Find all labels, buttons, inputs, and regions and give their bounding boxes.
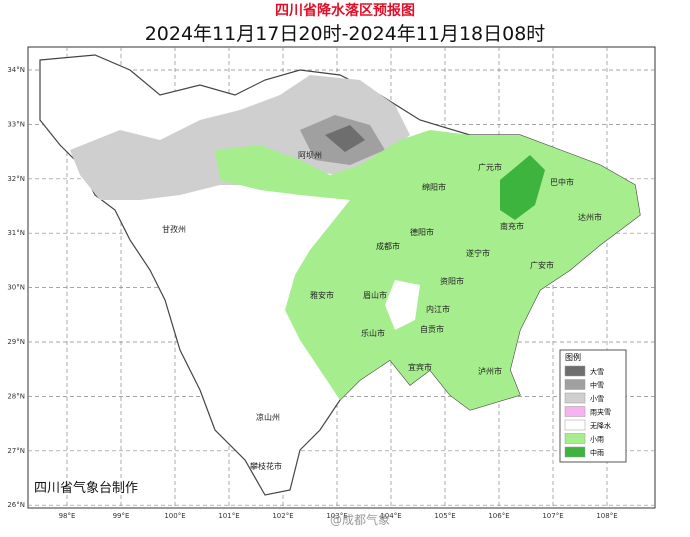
city-label: 遂宁市	[466, 248, 490, 258]
watermark: @成都气象	[330, 512, 390, 527]
subtitle: 2024年11月17日20时-2024年11月18日08时	[145, 23, 546, 45]
city-label: 凉山州	[256, 412, 280, 422]
legend-swatch	[564, 379, 586, 390]
cities: 阿坝州 广元市 巴中市 绵阳市 甘孜州 德阳市 南充市 达州市 成都市 遂宁市 …	[162, 151, 602, 471]
legend-swatch	[564, 392, 586, 404]
lat-label: 29°N	[7, 338, 25, 346]
lon-label: 100°E	[164, 512, 185, 520]
city-label: 甘孜州	[162, 224, 186, 234]
light-snow-area	[70, 75, 410, 200]
city-label: 德阳市	[410, 227, 434, 237]
lat-label: 31°N	[7, 229, 25, 237]
lat-label: 26°N	[7, 501, 25, 509]
lon-label: 108°E	[596, 512, 617, 520]
lat-label: 33°N	[7, 120, 25, 128]
no-precip-area	[385, 280, 420, 330]
legend-swatch	[564, 406, 586, 417]
city-label: 巴中市	[550, 177, 574, 187]
city-label: 乐山市	[361, 328, 385, 338]
city-label: 内江市	[426, 304, 450, 314]
lon-label: 101°E	[218, 512, 239, 520]
lat-label: 30°N	[7, 284, 25, 292]
legend-swatch	[564, 446, 586, 458]
lon-label: 98°E	[59, 512, 76, 520]
city-label: 雅安市	[310, 290, 334, 300]
city-label: 成都市	[376, 241, 400, 251]
legend-label: 小雪	[590, 394, 604, 403]
city-label: 南充市	[500, 221, 524, 231]
moderate-rain-area	[500, 155, 545, 220]
legend-label: 无降水	[590, 421, 611, 430]
city-label: 宜宾市	[408, 362, 432, 372]
lat-label: 32°N	[7, 175, 25, 183]
grid: 34°N 33°N 32°N 31°N 30°N 29°N 28°N 27°N 26°N 98°E…	[7, 47, 655, 520]
city-label: 广元市	[478, 162, 502, 172]
title: 四川省降水落区预报图	[275, 2, 415, 19]
legend-swatch	[564, 365, 586, 377]
city-label: 达州市	[578, 212, 602, 222]
lon-label: 106°E	[488, 512, 509, 520]
lat-label: 27°N	[7, 447, 25, 455]
city-label: 资阳市	[440, 276, 464, 286]
city-label: 阿坝州	[298, 151, 322, 160]
legend-swatch	[564, 419, 586, 431]
legend-label: 中雪	[590, 381, 604, 390]
city-label: 泸州市	[478, 366, 502, 376]
lat-label: 28°N	[7, 392, 25, 400]
city-label: 眉山市	[363, 290, 387, 300]
heavy-snow-area	[325, 125, 365, 152]
legend-label: 中雨	[590, 448, 604, 457]
lon-label: 103°E	[326, 512, 347, 520]
legend-label: 小雨	[590, 435, 604, 444]
legend-label: 雨夹雪	[590, 408, 611, 417]
legend-label: 大雪	[590, 367, 604, 376]
lat-label: 34°N	[7, 66, 25, 74]
city-label: 攀枝花市	[250, 461, 282, 471]
footer: 四川省气象台制作	[34, 480, 138, 496]
lon-label: 107°E	[542, 512, 563, 520]
lon-label: 99°E	[113, 512, 130, 520]
city-label: 自贡市	[420, 324, 444, 334]
legend-swatch	[564, 433, 586, 444]
lon-label: 104°E	[380, 512, 401, 520]
lon-label: 105°E	[434, 512, 455, 520]
legend-title: 图例	[565, 352, 581, 362]
city-label: 广安市	[530, 260, 554, 270]
city-label: 绵阳市	[422, 182, 446, 192]
lon-label: 102°E	[272, 512, 293, 520]
